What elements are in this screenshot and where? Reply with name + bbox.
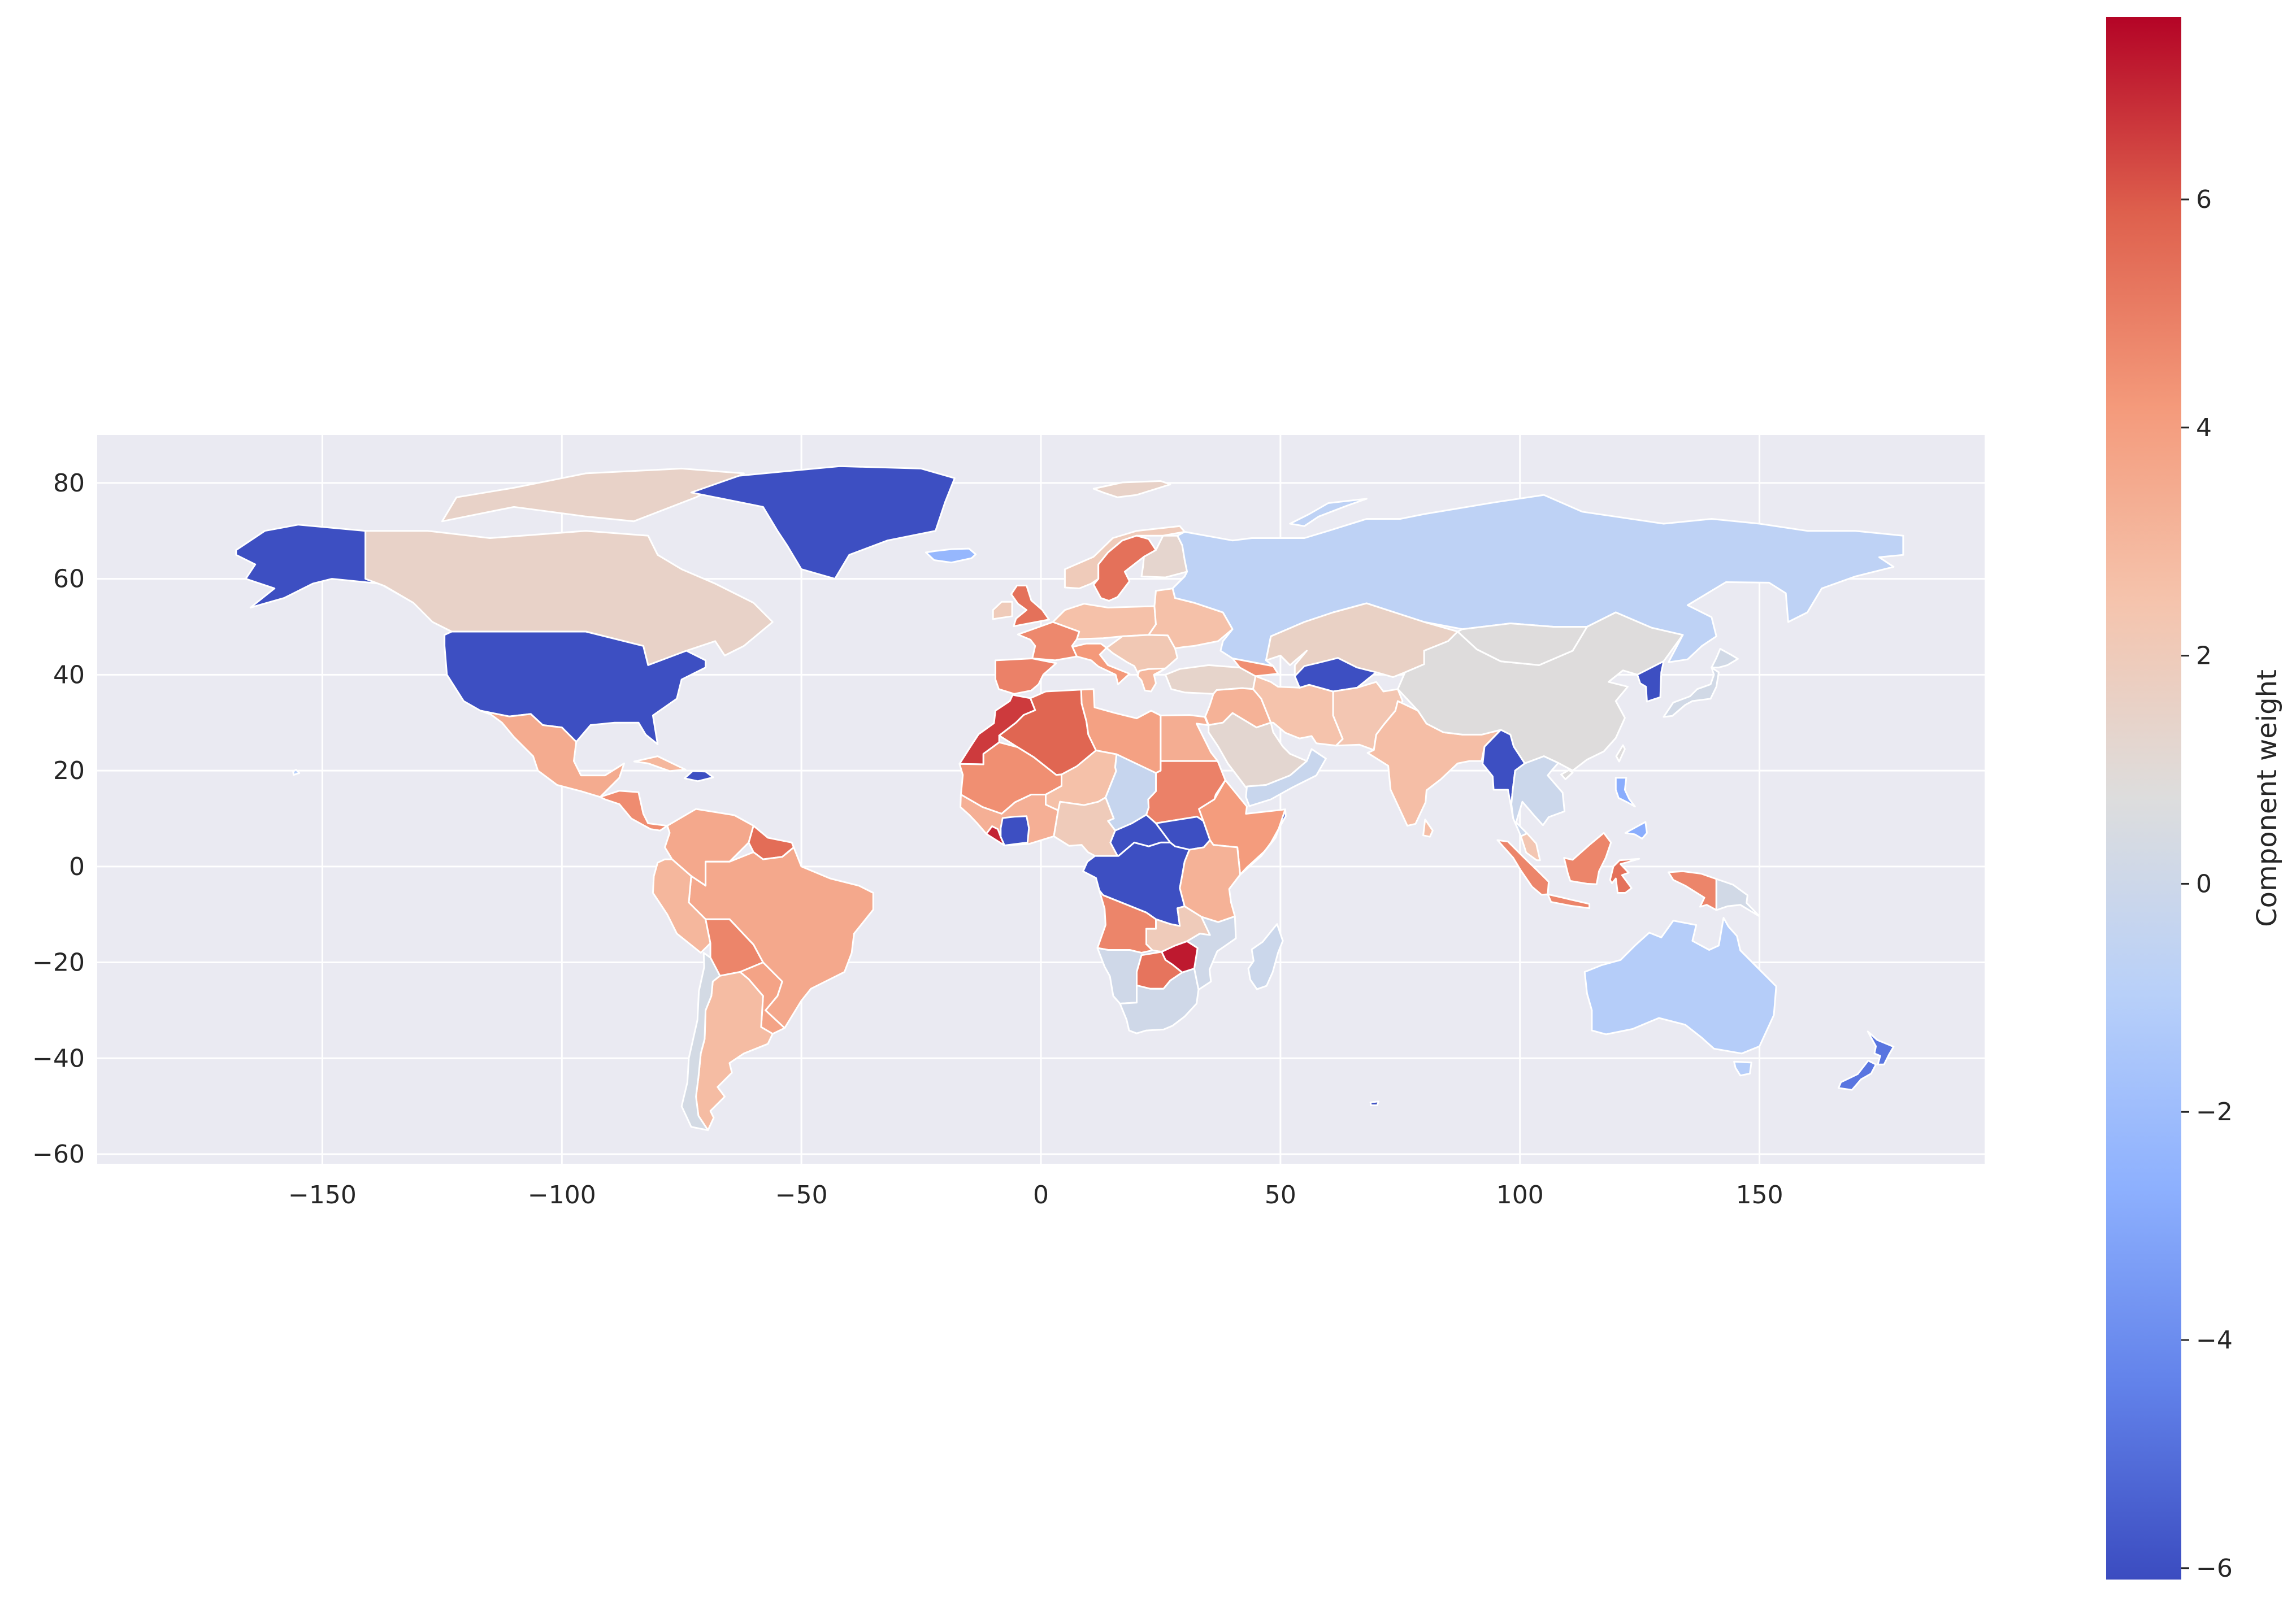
colorbar-tick-label: 4 (2196, 414, 2212, 442)
colorbar-scale (2106, 17, 2181, 1580)
country-iberia (995, 658, 1057, 695)
country-kerguelen (1369, 1100, 1380, 1106)
country-sri-lanka (1422, 819, 1434, 838)
x-tick-labels: −150 −100 −50 0 50 100 150 (288, 1181, 1783, 1210)
country-hispaniola (683, 770, 714, 782)
country-hainan (1560, 769, 1574, 780)
country-philippines-mindanao (1624, 821, 1648, 840)
colorbar-tick-label: −6 (2196, 1554, 2233, 1583)
country-greenland (690, 465, 956, 580)
country-mexico (479, 710, 625, 798)
country-java (1547, 893, 1591, 910)
country-uk (1010, 585, 1050, 628)
country-iceland (925, 547, 977, 564)
y-tick-labels: −60 −40 −20 0 20 40 60 80 (32, 469, 85, 1169)
colorbar-label: Component weight (2251, 669, 2283, 927)
country-turkmenistan-uzbek (1294, 657, 1377, 693)
country-sulawesi (1609, 858, 1640, 894)
country-cuba (633, 755, 687, 772)
country-somalia-east (1239, 808, 1287, 876)
country-madagascar (1247, 923, 1284, 990)
country-australia (1583, 917, 1777, 1055)
country-hawaii (292, 768, 301, 776)
country-caucasus (1231, 658, 1279, 677)
country-japan (1663, 667, 1720, 718)
country-mainland-se-asia (1511, 755, 1566, 837)
country-tasmania (1733, 1060, 1752, 1077)
country-cote-ivoire (1000, 815, 1030, 846)
country-central-america (599, 790, 669, 832)
country-korea (1636, 660, 1665, 703)
country-liberia (985, 825, 1006, 846)
y-tick-label: 80 (53, 469, 85, 498)
country-png (1715, 878, 1761, 917)
x-tick-label: 50 (1265, 1181, 1296, 1210)
colorbar-tick-label: −4 (2196, 1326, 2233, 1355)
x-tick-label: 100 (1496, 1181, 1544, 1210)
country-nigeria-cameroon (1053, 797, 1119, 857)
country-new-guinea (1668, 870, 1717, 911)
country-polygons (235, 465, 1904, 1132)
country-novaya-zemlya (1289, 498, 1368, 527)
country-yemen-oman (1245, 748, 1327, 807)
colorbar-ticks: −6 −4 −2 0 2 4 6 (2181, 185, 2233, 1583)
country-mongolia (1457, 623, 1588, 666)
colorbar-tick-label: −2 (2196, 1098, 2233, 1126)
y-tick-label: 20 (53, 756, 85, 785)
x-tick-label: −150 (288, 1181, 357, 1210)
colorbar-tick-label: 0 (2196, 869, 2212, 898)
colorbar-tick-label: 2 (2196, 642, 2212, 671)
country-svalbard (1092, 480, 1171, 498)
country-south-africa (1119, 968, 1200, 1034)
country-alaska (235, 524, 414, 608)
country-greece (1136, 667, 1166, 693)
country-taiwan (1615, 744, 1626, 763)
colorbar-tick-label: 6 (2196, 185, 2212, 214)
y-tick-label: −40 (32, 1044, 85, 1073)
x-tick-label: −100 (528, 1181, 596, 1210)
x-tick-label: 0 (1033, 1181, 1049, 1210)
country-borneo (1563, 832, 1612, 885)
colorbar: −6 −4 −2 0 2 4 6 Component weight (2106, 17, 2283, 1583)
y-tick-label: 60 (53, 565, 85, 594)
country-malaysia-peninsula (1520, 832, 1541, 862)
country-new-zealand-north (1867, 1030, 1895, 1065)
country-mozambique (1186, 915, 1237, 991)
country-ireland (992, 601, 1013, 620)
y-tick-label: 40 (53, 660, 85, 689)
country-chile (680, 952, 721, 1132)
country-hokkaido (1711, 648, 1739, 669)
x-tick-label: −50 (775, 1181, 828, 1210)
country-philippines-luzon (1614, 777, 1636, 808)
country-east-africa (1179, 839, 1242, 923)
country-scandinavia-norway (1064, 525, 1186, 590)
y-tick-label: 0 (69, 852, 85, 881)
country-new-zealand-south (1837, 1060, 1877, 1091)
x-tick-label: 150 (1736, 1181, 1783, 1210)
y-tick-label: −60 (32, 1140, 85, 1169)
y-tick-label: −20 (32, 949, 85, 977)
country-arctic-islands (441, 467, 745, 523)
country-italy (1071, 642, 1131, 685)
